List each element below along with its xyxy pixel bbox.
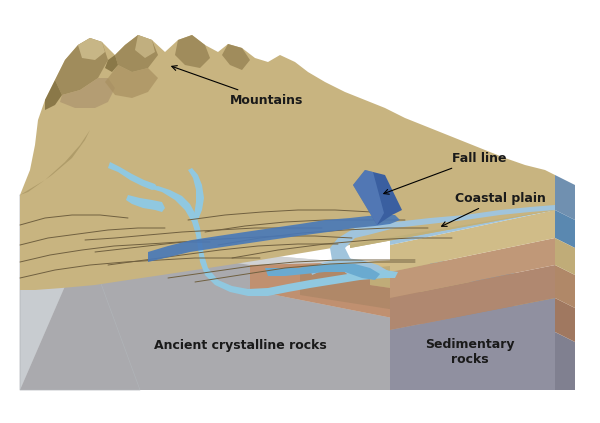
Text: Sedimentary
rocks: Sedimentary rocks (425, 338, 515, 366)
Polygon shape (390, 298, 555, 390)
Polygon shape (370, 262, 555, 312)
Polygon shape (45, 80, 62, 110)
Polygon shape (105, 65, 158, 98)
Polygon shape (390, 265, 555, 330)
Polygon shape (555, 298, 575, 342)
Polygon shape (135, 35, 155, 58)
Text: Ancient crystalline rocks: Ancient crystalline rocks (154, 338, 326, 352)
Polygon shape (250, 262, 555, 350)
Polygon shape (300, 268, 555, 335)
Polygon shape (20, 240, 555, 390)
Polygon shape (430, 258, 555, 300)
Polygon shape (555, 265, 575, 308)
Text: Fall line: Fall line (384, 151, 506, 194)
Polygon shape (55, 38, 108, 95)
Polygon shape (60, 78, 115, 108)
Polygon shape (555, 175, 575, 220)
Polygon shape (108, 162, 158, 190)
Polygon shape (555, 210, 575, 248)
Polygon shape (265, 264, 380, 280)
Polygon shape (148, 186, 398, 296)
Polygon shape (188, 168, 204, 220)
Polygon shape (20, 195, 140, 390)
Polygon shape (222, 44, 250, 70)
Polygon shape (148, 215, 400, 262)
Polygon shape (390, 175, 555, 245)
Polygon shape (330, 205, 555, 280)
Polygon shape (310, 258, 390, 278)
Polygon shape (78, 38, 105, 60)
Text: Mountains: Mountains (172, 66, 304, 107)
Polygon shape (390, 210, 555, 272)
Polygon shape (20, 35, 555, 290)
Text: Coastal plain: Coastal plain (442, 192, 546, 226)
Polygon shape (353, 170, 384, 225)
Polygon shape (175, 35, 210, 68)
Polygon shape (555, 332, 575, 390)
Polygon shape (353, 170, 402, 225)
Polygon shape (350, 175, 555, 248)
Polygon shape (115, 35, 158, 72)
Polygon shape (20, 240, 555, 390)
Polygon shape (105, 55, 118, 72)
Polygon shape (555, 238, 575, 275)
Polygon shape (430, 262, 555, 295)
Polygon shape (390, 238, 555, 298)
Polygon shape (126, 195, 165, 212)
Polygon shape (350, 195, 555, 248)
Polygon shape (20, 240, 555, 390)
Polygon shape (360, 258, 555, 322)
Polygon shape (20, 130, 90, 195)
